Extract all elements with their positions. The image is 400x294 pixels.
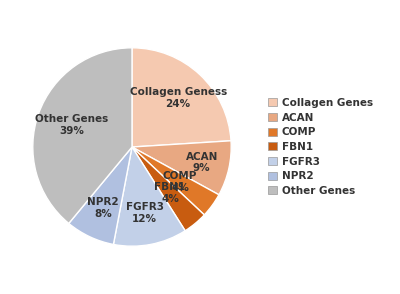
Text: FBN1
4%: FBN1 4% bbox=[154, 182, 186, 204]
Text: COMP
4%: COMP 4% bbox=[163, 171, 197, 193]
Wedge shape bbox=[69, 147, 132, 244]
Text: ACAN
9%: ACAN 9% bbox=[186, 152, 218, 173]
Text: Collagen Geness
24%: Collagen Geness 24% bbox=[130, 87, 227, 108]
Wedge shape bbox=[132, 147, 204, 231]
Text: Other Genes
39%: Other Genes 39% bbox=[35, 114, 108, 136]
Wedge shape bbox=[33, 48, 132, 223]
Wedge shape bbox=[132, 147, 219, 215]
Legend: Collagen Genes, ACAN, COMP, FBN1, FGFR3, NPR2, Other Genes: Collagen Genes, ACAN, COMP, FBN1, FGFR3,… bbox=[266, 96, 375, 198]
Wedge shape bbox=[132, 141, 231, 195]
Wedge shape bbox=[132, 48, 231, 147]
Text: NPR2
8%: NPR2 8% bbox=[88, 197, 119, 219]
Wedge shape bbox=[114, 147, 185, 246]
Text: FGFR3
12%: FGFR3 12% bbox=[126, 203, 164, 224]
